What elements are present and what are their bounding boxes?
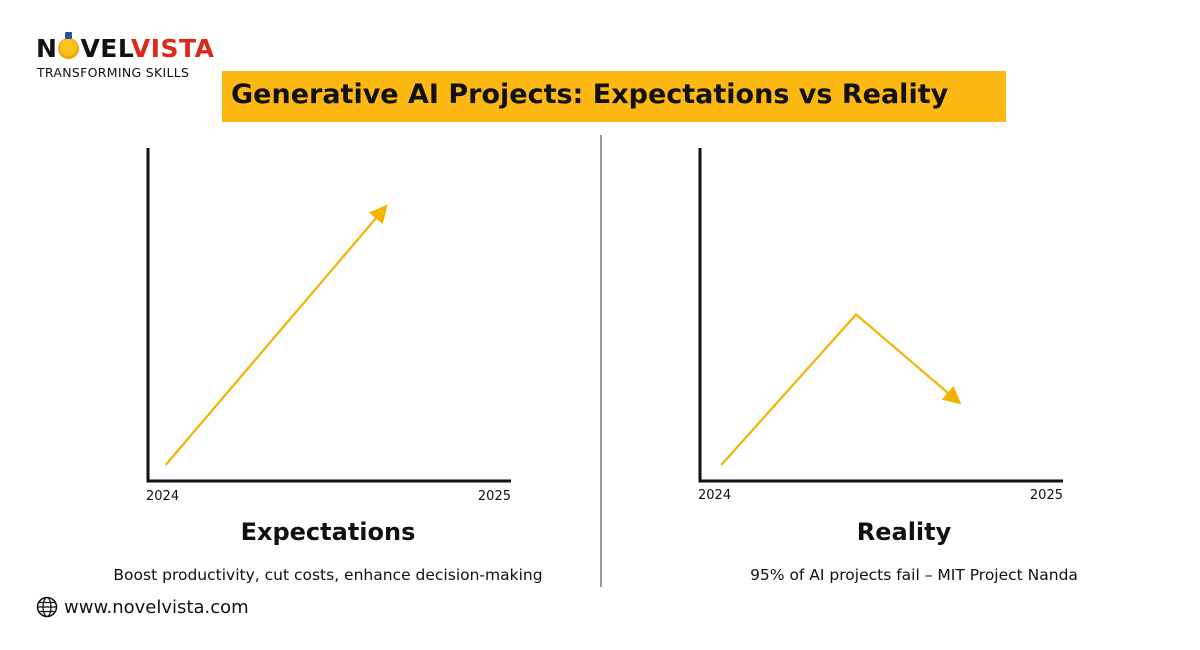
series-segment-1-0 [720, 313, 858, 466]
website-link[interactable]: www.novelvista.com [64, 596, 249, 618]
arrowhead-1 [941, 385, 962, 405]
page-title: Generative AI Projects: Expectations vs … [231, 79, 949, 110]
expectations-heading: Expectations [240, 518, 416, 546]
reality-caption: 95% of AI projects fail – MIT Project Na… [750, 566, 1078, 584]
x-tick-label-start-0: 2024 [146, 489, 179, 504]
brand-wordmark: N VELVISTA [36, 32, 215, 64]
series-segment-0-0 [165, 209, 384, 466]
x-tick-label-end-1: 2025 [1030, 488, 1063, 503]
footer: www.novelvista.com [36, 595, 249, 619]
x-tick-label-start-1: 2024 [698, 488, 731, 503]
brand-logo: N VELVISTA TRANSFORMING SKILLS [36, 32, 216, 84]
globe-icon [36, 596, 58, 618]
title-banner: Generative AI Projects: Expectations vs … [222, 71, 1006, 122]
reality-heading: Reality [856, 518, 952, 546]
brand-name-part1: N [36, 34, 58, 63]
series-segment-1-1 [854, 313, 957, 401]
medal-icon [58, 32, 80, 59]
expectations-caption: Boost productivity, cut costs, enhance d… [113, 566, 543, 584]
panel-divider [600, 135, 602, 587]
brand-tagline: TRANSFORMING SKILLS [37, 65, 190, 80]
x-tick-label-end-0: 2025 [478, 489, 511, 504]
arrowhead-0 [369, 204, 388, 225]
series-vertex-1-1 [854, 313, 858, 316]
brand-name-part3: VISTA [130, 34, 215, 63]
brand-name-part2: VEL [80, 34, 131, 63]
